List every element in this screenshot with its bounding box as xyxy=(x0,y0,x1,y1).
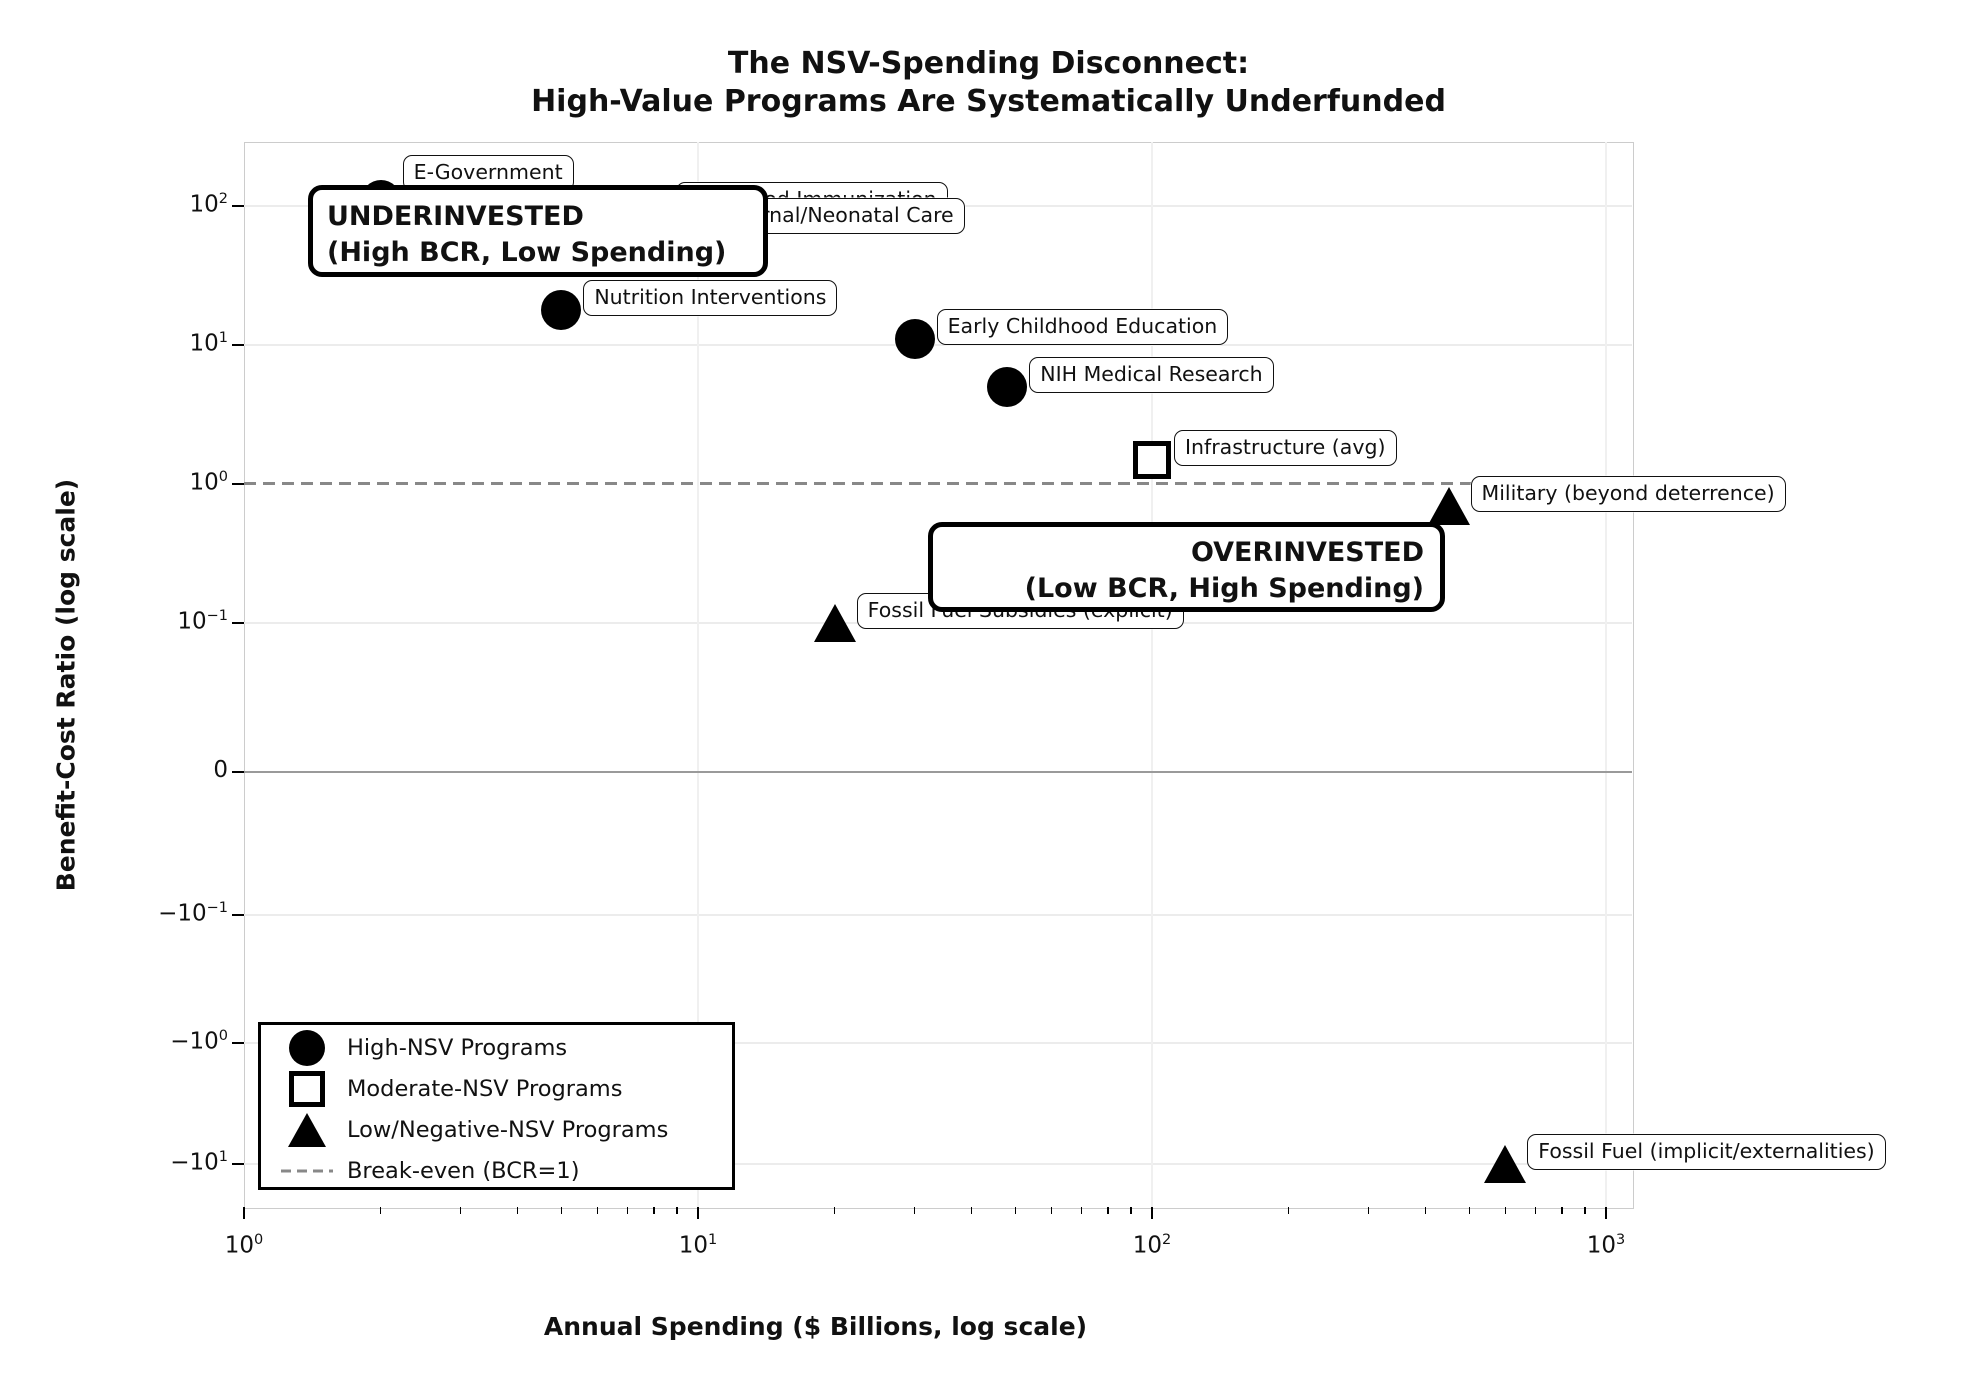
legend-marker-cell xyxy=(275,1068,339,1109)
x-minor-tick-mark xyxy=(913,1207,916,1214)
x-minor-tick-mark xyxy=(653,1207,655,1214)
x-minor-tick-mark xyxy=(676,1207,678,1214)
x-tick-mark xyxy=(697,1207,699,1219)
legend-label: High-NSV Programs xyxy=(347,1034,568,1061)
x-minor-tick-mark xyxy=(970,1207,973,1214)
plot-area xyxy=(244,142,1634,1209)
y-gridline xyxy=(244,1042,1632,1044)
point-label: Fossil Fuel (implicit/externalities) xyxy=(1527,1134,1886,1170)
legend-item-high-nsv: High-NSV Programs xyxy=(261,1027,732,1068)
square-marker-icon xyxy=(289,1070,325,1107)
underinvested-line-2: (High BCR, Low Spending) xyxy=(327,237,727,268)
data-point-circle xyxy=(541,289,582,330)
y-tick-label: 100 xyxy=(189,469,229,496)
legend-label: Low/Negative-NSV Programs xyxy=(347,1116,669,1143)
legend-item-moderate-nsv: Moderate-NSV Programs xyxy=(261,1068,732,1109)
x-tick-label: 102 xyxy=(1132,1232,1172,1259)
data-point-triangle xyxy=(1427,486,1470,525)
x-minor-tick-mark xyxy=(1424,1207,1427,1214)
x-minor-tick-mark xyxy=(1468,1207,1471,1214)
y-tick-label: −100 xyxy=(170,1028,228,1055)
y-tick-mark xyxy=(232,483,244,485)
point-label: Infrastructure (avg) xyxy=(1174,429,1397,466)
legend-item-low-negative-nsv: Low/Negative-NSV Programs xyxy=(261,1109,732,1150)
y-tick-mark xyxy=(232,205,244,207)
chart-title-line-1: The NSV-Spending Disconnect: xyxy=(727,46,1250,81)
legend-label: Break-even (BCR=1) xyxy=(347,1157,580,1184)
data-point-square xyxy=(1133,440,1171,479)
y-tick-label: −10−1 xyxy=(158,900,228,927)
y-tick-label: 101 xyxy=(189,330,229,357)
break-even-line xyxy=(244,482,1632,485)
overinvested-line-1: OVERINVESTED xyxy=(1190,537,1424,568)
x-gridline xyxy=(1605,142,1607,1207)
legend-marker-cell xyxy=(275,1150,339,1191)
x-minor-tick-mark xyxy=(1050,1207,1053,1214)
y-tick-label: 10−1 xyxy=(177,608,228,635)
point-label: Military (beyond deterrence) xyxy=(1470,475,1786,512)
x-minor-tick-mark xyxy=(1130,1207,1132,1214)
y-tick-mark xyxy=(232,771,244,773)
y-gridline xyxy=(244,344,1632,346)
legend-marker-cell xyxy=(275,1027,339,1068)
point-label: Nutrition Interventions xyxy=(583,279,838,316)
point-label: Early Childhood Education xyxy=(936,309,1229,346)
x-gridline xyxy=(697,142,699,1207)
y-axis-label: Benefit-Cost Ratio (log scale) xyxy=(51,478,81,892)
x-minor-tick-mark xyxy=(379,1207,382,1214)
y-tick-mark xyxy=(232,344,244,346)
x-minor-tick-mark xyxy=(1504,1207,1507,1214)
x-tick-mark xyxy=(1605,1207,1607,1219)
legend-item-break-even: Break-even (BCR=1) xyxy=(261,1150,732,1191)
x-tick-label: 101 xyxy=(678,1232,718,1259)
x-minor-tick-mark xyxy=(833,1207,836,1214)
x-gridline xyxy=(1151,142,1153,1207)
data-point-circle xyxy=(894,319,935,360)
legend-marker-cell xyxy=(275,1109,339,1150)
y-gridline xyxy=(244,1163,1632,1165)
x-minor-tick-mark xyxy=(1287,1207,1290,1214)
underinvested-line-1: UNDERINVESTED xyxy=(327,201,584,232)
y-tick-label: 0 xyxy=(213,757,228,783)
x-minor-tick-mark xyxy=(1080,1207,1083,1214)
x-minor-tick-mark xyxy=(1014,1207,1017,1214)
x-tick-mark xyxy=(1151,1207,1153,1219)
data-point-triangle xyxy=(813,604,856,642)
y-tick-mark xyxy=(232,622,244,624)
overinvested-annotation-box: OVERINVESTED (Low BCR, High Spending) xyxy=(928,522,1445,612)
y-tick-label: −101 xyxy=(170,1149,228,1176)
chart-title-line-2: High-Value Programs Are Systematically U… xyxy=(531,84,1446,119)
y-gridline xyxy=(244,914,1632,916)
y-tick-mark xyxy=(232,1163,244,1165)
x-minor-tick-mark xyxy=(596,1207,599,1214)
y-tick-mark xyxy=(232,914,244,916)
x-tick-label: 103 xyxy=(1586,1232,1626,1259)
data-point-triangle xyxy=(1484,1145,1527,1183)
x-minor-tick-mark xyxy=(1367,1207,1370,1214)
underinvested-annotation-box: UNDERINVESTED (High BCR, Low Spending) xyxy=(308,185,768,277)
x-minor-tick-mark xyxy=(1534,1207,1537,1214)
x-minor-tick-mark xyxy=(1107,1207,1109,1214)
x-minor-tick-mark xyxy=(459,1207,462,1214)
data-point-circle xyxy=(987,366,1028,407)
circle-marker-icon xyxy=(289,1029,325,1066)
dashed-line-icon xyxy=(281,1169,333,1172)
x-tick-mark xyxy=(243,1207,245,1219)
legend-label: Moderate-NSV Programs xyxy=(347,1075,623,1102)
x-minor-tick-mark xyxy=(516,1207,519,1214)
overinvested-line-2: (Low BCR, High Spending) xyxy=(1024,573,1424,604)
zero-line xyxy=(244,771,1632,773)
x-minor-tick-mark xyxy=(560,1207,563,1214)
y-tick-label: 102 xyxy=(189,191,229,218)
x-minor-tick-mark xyxy=(626,1207,629,1214)
triangle-marker-icon xyxy=(288,1112,326,1147)
x-tick-label: 100 xyxy=(224,1232,264,1259)
x-minor-tick-mark xyxy=(1584,1207,1586,1214)
y-tick-mark xyxy=(232,1042,244,1044)
x-axis-label: Annual Spending ($ Billions, log scale) xyxy=(543,1312,1088,1341)
legend: High-NSV Programs Moderate-NSV Programs … xyxy=(258,1022,735,1190)
x-minor-tick-mark xyxy=(1561,1207,1563,1214)
point-label: NIH Medical Research xyxy=(1029,356,1274,393)
